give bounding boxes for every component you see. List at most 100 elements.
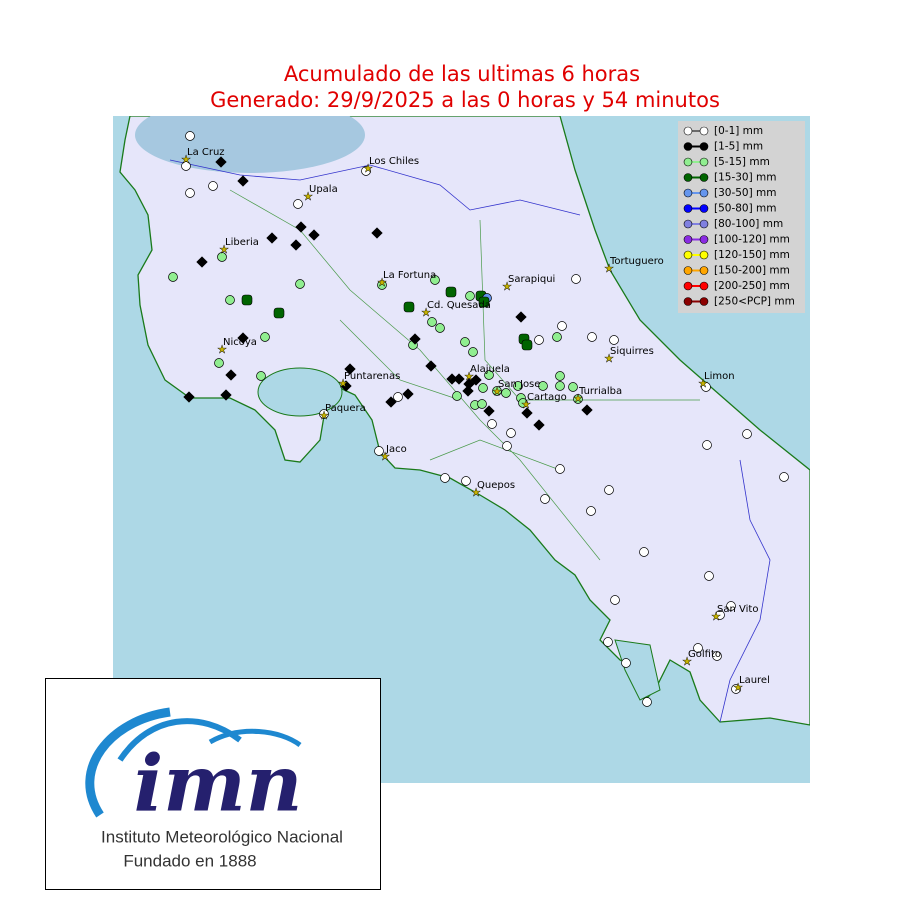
legend-marker bbox=[699, 142, 709, 151]
station bbox=[181, 161, 191, 171]
legend-marker bbox=[683, 142, 693, 151]
station bbox=[215, 156, 227, 168]
legend-marker bbox=[699, 297, 709, 306]
legend-label: [80-100] mm bbox=[714, 218, 783, 230]
legend-marker bbox=[699, 219, 709, 229]
legend-marker bbox=[699, 126, 709, 136]
station bbox=[642, 697, 652, 707]
station bbox=[731, 684, 741, 694]
station bbox=[435, 323, 445, 333]
legend-marker bbox=[699, 204, 709, 213]
legend-marker bbox=[699, 173, 709, 182]
station bbox=[460, 337, 470, 347]
legend-marker bbox=[699, 157, 709, 167]
city-star: ★ bbox=[502, 280, 512, 293]
subtitle: Generado: 29/9/2025 a las 0 horas y 54 m… bbox=[210, 88, 720, 112]
legend-box bbox=[678, 121, 805, 313]
station bbox=[571, 274, 581, 284]
city-star: ★ bbox=[363, 162, 373, 175]
station bbox=[712, 651, 722, 661]
station bbox=[344, 363, 356, 375]
station bbox=[295, 279, 305, 289]
station bbox=[609, 335, 619, 345]
legend-label: [250<PCP] mm bbox=[714, 296, 795, 308]
station bbox=[702, 440, 712, 450]
city-star: ★ bbox=[492, 385, 502, 398]
legend-marker bbox=[683, 188, 693, 198]
city-label: Cartago bbox=[527, 392, 567, 403]
station bbox=[168, 272, 178, 282]
station bbox=[534, 335, 544, 345]
city-star: ★ bbox=[604, 352, 614, 365]
city-star: ★ bbox=[181, 153, 191, 166]
station bbox=[470, 374, 482, 386]
city-label: La Fortuna bbox=[383, 270, 436, 281]
legend-label: [15-30] mm bbox=[714, 172, 777, 184]
city-star: ★ bbox=[682, 655, 692, 668]
station bbox=[693, 643, 703, 653]
legend-label: [120-150] mm bbox=[714, 249, 790, 261]
station bbox=[465, 291, 475, 301]
station bbox=[427, 317, 437, 327]
station bbox=[555, 371, 565, 381]
city-label: Quepos bbox=[477, 480, 515, 491]
station bbox=[374, 446, 384, 456]
city-star: ★ bbox=[521, 398, 531, 411]
station bbox=[462, 385, 474, 397]
station bbox=[377, 280, 387, 290]
station bbox=[568, 382, 578, 392]
gulf-of-nicoya bbox=[257, 367, 343, 417]
station bbox=[217, 252, 227, 262]
station bbox=[340, 380, 352, 392]
city-label: Limon bbox=[704, 371, 735, 382]
legend-label: [200-250] mm bbox=[714, 280, 790, 292]
station bbox=[604, 485, 614, 495]
station bbox=[478, 296, 490, 308]
station bbox=[185, 131, 195, 141]
station bbox=[293, 199, 303, 209]
city-label: Golfito bbox=[688, 649, 721, 660]
legend-marker bbox=[699, 235, 709, 244]
station bbox=[371, 227, 383, 239]
station bbox=[319, 409, 329, 419]
station bbox=[185, 188, 195, 198]
city-label: Upala bbox=[309, 184, 338, 195]
logo-arc bbox=[208, 728, 302, 748]
city-label: Laurel bbox=[739, 675, 770, 686]
station bbox=[487, 419, 497, 429]
station bbox=[256, 371, 266, 381]
logo-arc bbox=[85, 707, 171, 818]
station bbox=[225, 295, 235, 305]
station bbox=[581, 404, 593, 416]
station bbox=[220, 389, 232, 401]
city-label: Nicoya bbox=[223, 337, 257, 348]
station bbox=[492, 386, 502, 396]
legend-marker bbox=[699, 188, 709, 198]
legend-label: [50-80] mm bbox=[714, 203, 777, 215]
station bbox=[484, 370, 494, 380]
station bbox=[506, 428, 516, 438]
station bbox=[513, 381, 523, 391]
station bbox=[183, 391, 195, 403]
city-star: ★ bbox=[421, 306, 431, 319]
station bbox=[573, 394, 583, 404]
city-label: Cd. Quesada bbox=[427, 300, 491, 311]
city-star: ★ bbox=[338, 377, 348, 390]
legend-marker bbox=[683, 266, 693, 275]
station bbox=[403, 301, 415, 313]
station bbox=[260, 332, 270, 342]
station bbox=[409, 333, 421, 345]
station bbox=[196, 256, 208, 268]
land bbox=[119, 116, 810, 726]
station bbox=[241, 294, 253, 306]
city-label: Sarapiqui bbox=[508, 274, 555, 285]
station bbox=[779, 472, 789, 482]
station bbox=[502, 441, 512, 451]
station bbox=[540, 494, 550, 504]
station bbox=[237, 332, 249, 344]
city-label: San Jose bbox=[498, 379, 540, 390]
station bbox=[742, 429, 752, 439]
legend-marker bbox=[683, 250, 693, 260]
city-star: ★ bbox=[733, 681, 743, 694]
